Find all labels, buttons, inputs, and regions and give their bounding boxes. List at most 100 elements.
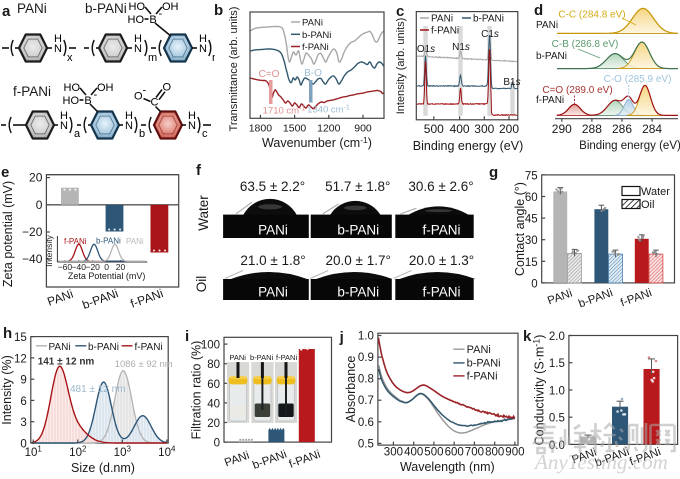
svg-text:Transmittance (arb. units): Transmittance (arb. units) <box>228 7 240 132</box>
svg-text:0.5: 0.5 <box>549 413 565 425</box>
svg-text:PANi: PANi <box>302 18 323 29</box>
svg-text:100: 100 <box>201 340 220 352</box>
svg-text:300: 300 <box>384 447 403 459</box>
svg-text:6: 6 <box>20 396 26 408</box>
svg-text:PANi: PANi <box>17 1 47 16</box>
svg-text:1.5: 1.5 <box>549 358 565 370</box>
svg-text:C=O: C=O <box>259 69 280 80</box>
svg-text:HO: HO <box>63 95 80 107</box>
svg-text:0.8: 0.8 <box>358 374 374 386</box>
svg-text:b: b <box>139 128 145 140</box>
svg-text:b-PANi: b-PANi <box>467 358 501 370</box>
svg-text:Binding energy (eV): Binding energy (eV) <box>413 139 523 153</box>
svg-text:Zeta potential (mV): Zeta potential (mV) <box>1 181 15 287</box>
svg-text:1500: 1500 <box>283 123 307 135</box>
svg-text:15: 15 <box>525 257 538 269</box>
svg-text:−40: −40 <box>22 252 43 266</box>
svg-text:N: N <box>54 43 62 55</box>
svg-text:30: 30 <box>525 235 538 247</box>
svg-text:20: 20 <box>116 262 126 272</box>
svg-text:PANi: PANi <box>536 20 558 31</box>
svg-text:PANi: PANi <box>49 342 71 353</box>
svg-text:Wavenumber (cm-1): Wavenumber (cm-1) <box>262 135 372 150</box>
svg-text:PANi: PANi <box>431 14 453 25</box>
svg-text:j: j <box>339 329 344 346</box>
svg-text:−20: −20 <box>22 225 43 239</box>
svg-text:PANi: PANi <box>223 450 251 470</box>
svg-text:f-PANi: f-PANi <box>431 26 459 37</box>
svg-text:H: H <box>134 33 142 45</box>
svg-text:N: N <box>125 120 133 132</box>
svg-text:f-PANi: f-PANi <box>422 223 460 238</box>
svg-text:Intensity (%): Intensity (%) <box>0 355 14 424</box>
svg-text:-: - <box>143 85 147 97</box>
svg-text:PANi: PANi <box>546 288 574 308</box>
svg-text:d: d <box>534 2 543 19</box>
svg-text:N1s: N1s <box>452 42 470 53</box>
svg-text:21.0 ± 1.8°: 21.0 ± 1.8° <box>240 253 305 268</box>
svg-text:a: a <box>74 128 81 140</box>
svg-text:20.0 ± 1.7°: 20.0 ± 1.7° <box>326 253 391 268</box>
svg-text:481 ± 12 nm: 481 ± 12 nm <box>70 384 126 395</box>
svg-text:30.6 ± 2.6°: 30.6 ± 2.6° <box>408 179 473 194</box>
svg-text:900: 900 <box>354 123 372 135</box>
svg-text:PANi: PANi <box>45 287 75 309</box>
svg-text:75: 75 <box>525 170 538 182</box>
svg-text:Oil: Oil <box>195 276 209 293</box>
svg-text:b-PANi: b-PANi <box>250 353 274 362</box>
svg-text:f-PANi: f-PANi <box>467 371 498 383</box>
svg-text:1.0: 1.0 <box>358 331 374 343</box>
svg-text:Size (d.nm): Size (d.nm) <box>71 461 135 475</box>
svg-text:OH: OH <box>162 1 179 13</box>
svg-text:400: 400 <box>404 447 423 459</box>
svg-text:f-PANi: f-PANi <box>64 237 87 246</box>
svg-text:f-PANi: f-PANi <box>302 42 329 53</box>
svg-text:Intensity (arb. units): Intensity (arb. units) <box>395 18 407 115</box>
svg-text:C=O (289.0 eV): C=O (289.0 eV) <box>542 85 612 96</box>
svg-text:40: 40 <box>207 398 220 410</box>
svg-text:i: i <box>185 328 189 345</box>
svg-text:−40: −40 <box>72 262 87 272</box>
svg-text:2.0: 2.0 <box>549 331 565 343</box>
svg-text:103: 103 <box>114 445 132 460</box>
svg-text:0: 0 <box>531 278 537 290</box>
svg-text:b-PANi: b-PANi <box>96 237 121 246</box>
svg-text:288: 288 <box>582 122 602 136</box>
svg-text:290: 290 <box>552 122 572 136</box>
svg-text:600: 600 <box>445 447 464 459</box>
svg-text:b-PANi: b-PANi <box>337 285 379 300</box>
svg-text:Binding energy (eV): Binding energy (eV) <box>579 140 680 152</box>
svg-text:1800: 1800 <box>249 123 273 135</box>
svg-text:-: - <box>94 89 98 101</box>
svg-text:B: B <box>84 95 91 107</box>
svg-text:9: 9 <box>20 375 26 387</box>
svg-text:H: H <box>199 33 207 45</box>
svg-text:a: a <box>2 3 11 20</box>
svg-text:B1s: B1s <box>503 77 520 88</box>
svg-text:104: 104 <box>158 445 176 460</box>
svg-text:500: 500 <box>424 122 444 136</box>
svg-text:1200: 1200 <box>317 123 341 135</box>
svg-text:c: c <box>396 3 404 20</box>
svg-text:C-C (284.8 eV): C-C (284.8 eV) <box>558 10 625 21</box>
svg-text:Conductivity (S·m-1): Conductivity (S·m-1) <box>532 335 547 446</box>
svg-text:C-O (285.9 eV): C-O (285.9 eV) <box>604 74 672 85</box>
svg-text:200: 200 <box>499 122 519 136</box>
svg-text:f-PANi: f-PANi <box>135 342 163 353</box>
svg-text:C1s: C1s <box>481 29 499 40</box>
svg-text:N: N <box>199 43 207 55</box>
svg-text:1.0: 1.0 <box>549 386 565 398</box>
svg-text:HO: HO <box>129 1 146 13</box>
svg-text:O: O <box>134 91 143 103</box>
svg-text:C: C <box>151 97 159 109</box>
svg-text:AnyTesting.com: AnyTesting.com <box>533 450 668 474</box>
svg-text:80: 80 <box>207 359 220 371</box>
svg-text:Absorbance: Absorbance <box>344 356 358 423</box>
svg-text:PANi: PANi <box>467 344 491 356</box>
svg-text:H: H <box>54 33 62 45</box>
svg-text:HO: HO <box>64 82 81 94</box>
svg-text:0: 0 <box>104 262 109 272</box>
svg-text:Water: Water <box>196 195 211 231</box>
svg-text:Oil: Oil <box>641 199 654 211</box>
svg-text:e: e <box>1 164 9 181</box>
